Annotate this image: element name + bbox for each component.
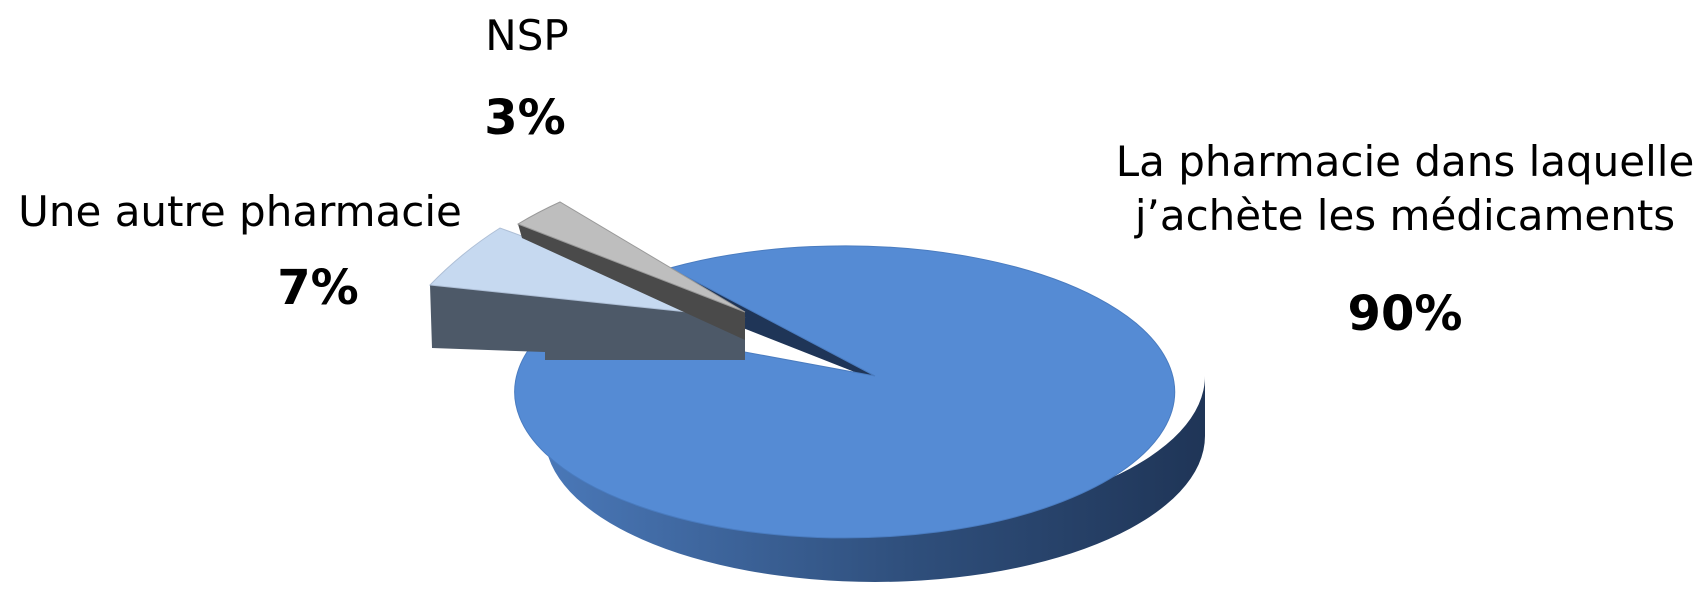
label-autre-value: 7% [277, 260, 359, 316]
label-autre: Une autre pharmacie 7% [18, 187, 462, 316]
pie-slice-autre-side [430, 285, 745, 360]
pie-slice-main-side [545, 376, 1205, 582]
label-main-line-2: j’achète les médicaments [1134, 191, 1675, 240]
label-nsp: NSP 3% [484, 11, 568, 146]
label-autre-line-1: Une autre pharmacie [18, 187, 462, 236]
label-main: La pharmacie dans laquelle j’achète les … [1116, 137, 1695, 342]
pie-slice-nsp-side [518, 224, 745, 340]
label-nsp-value: 3% [484, 90, 566, 146]
label-main-line-1: La pharmacie dans laquelle [1116, 137, 1695, 186]
pie-slice-pharmacie-habituelle [514, 245, 1176, 539]
label-main-value: 90% [1348, 286, 1463, 342]
label-nsp-line-1: NSP [485, 11, 568, 60]
pie-slice-nsp [516, 201, 746, 313]
